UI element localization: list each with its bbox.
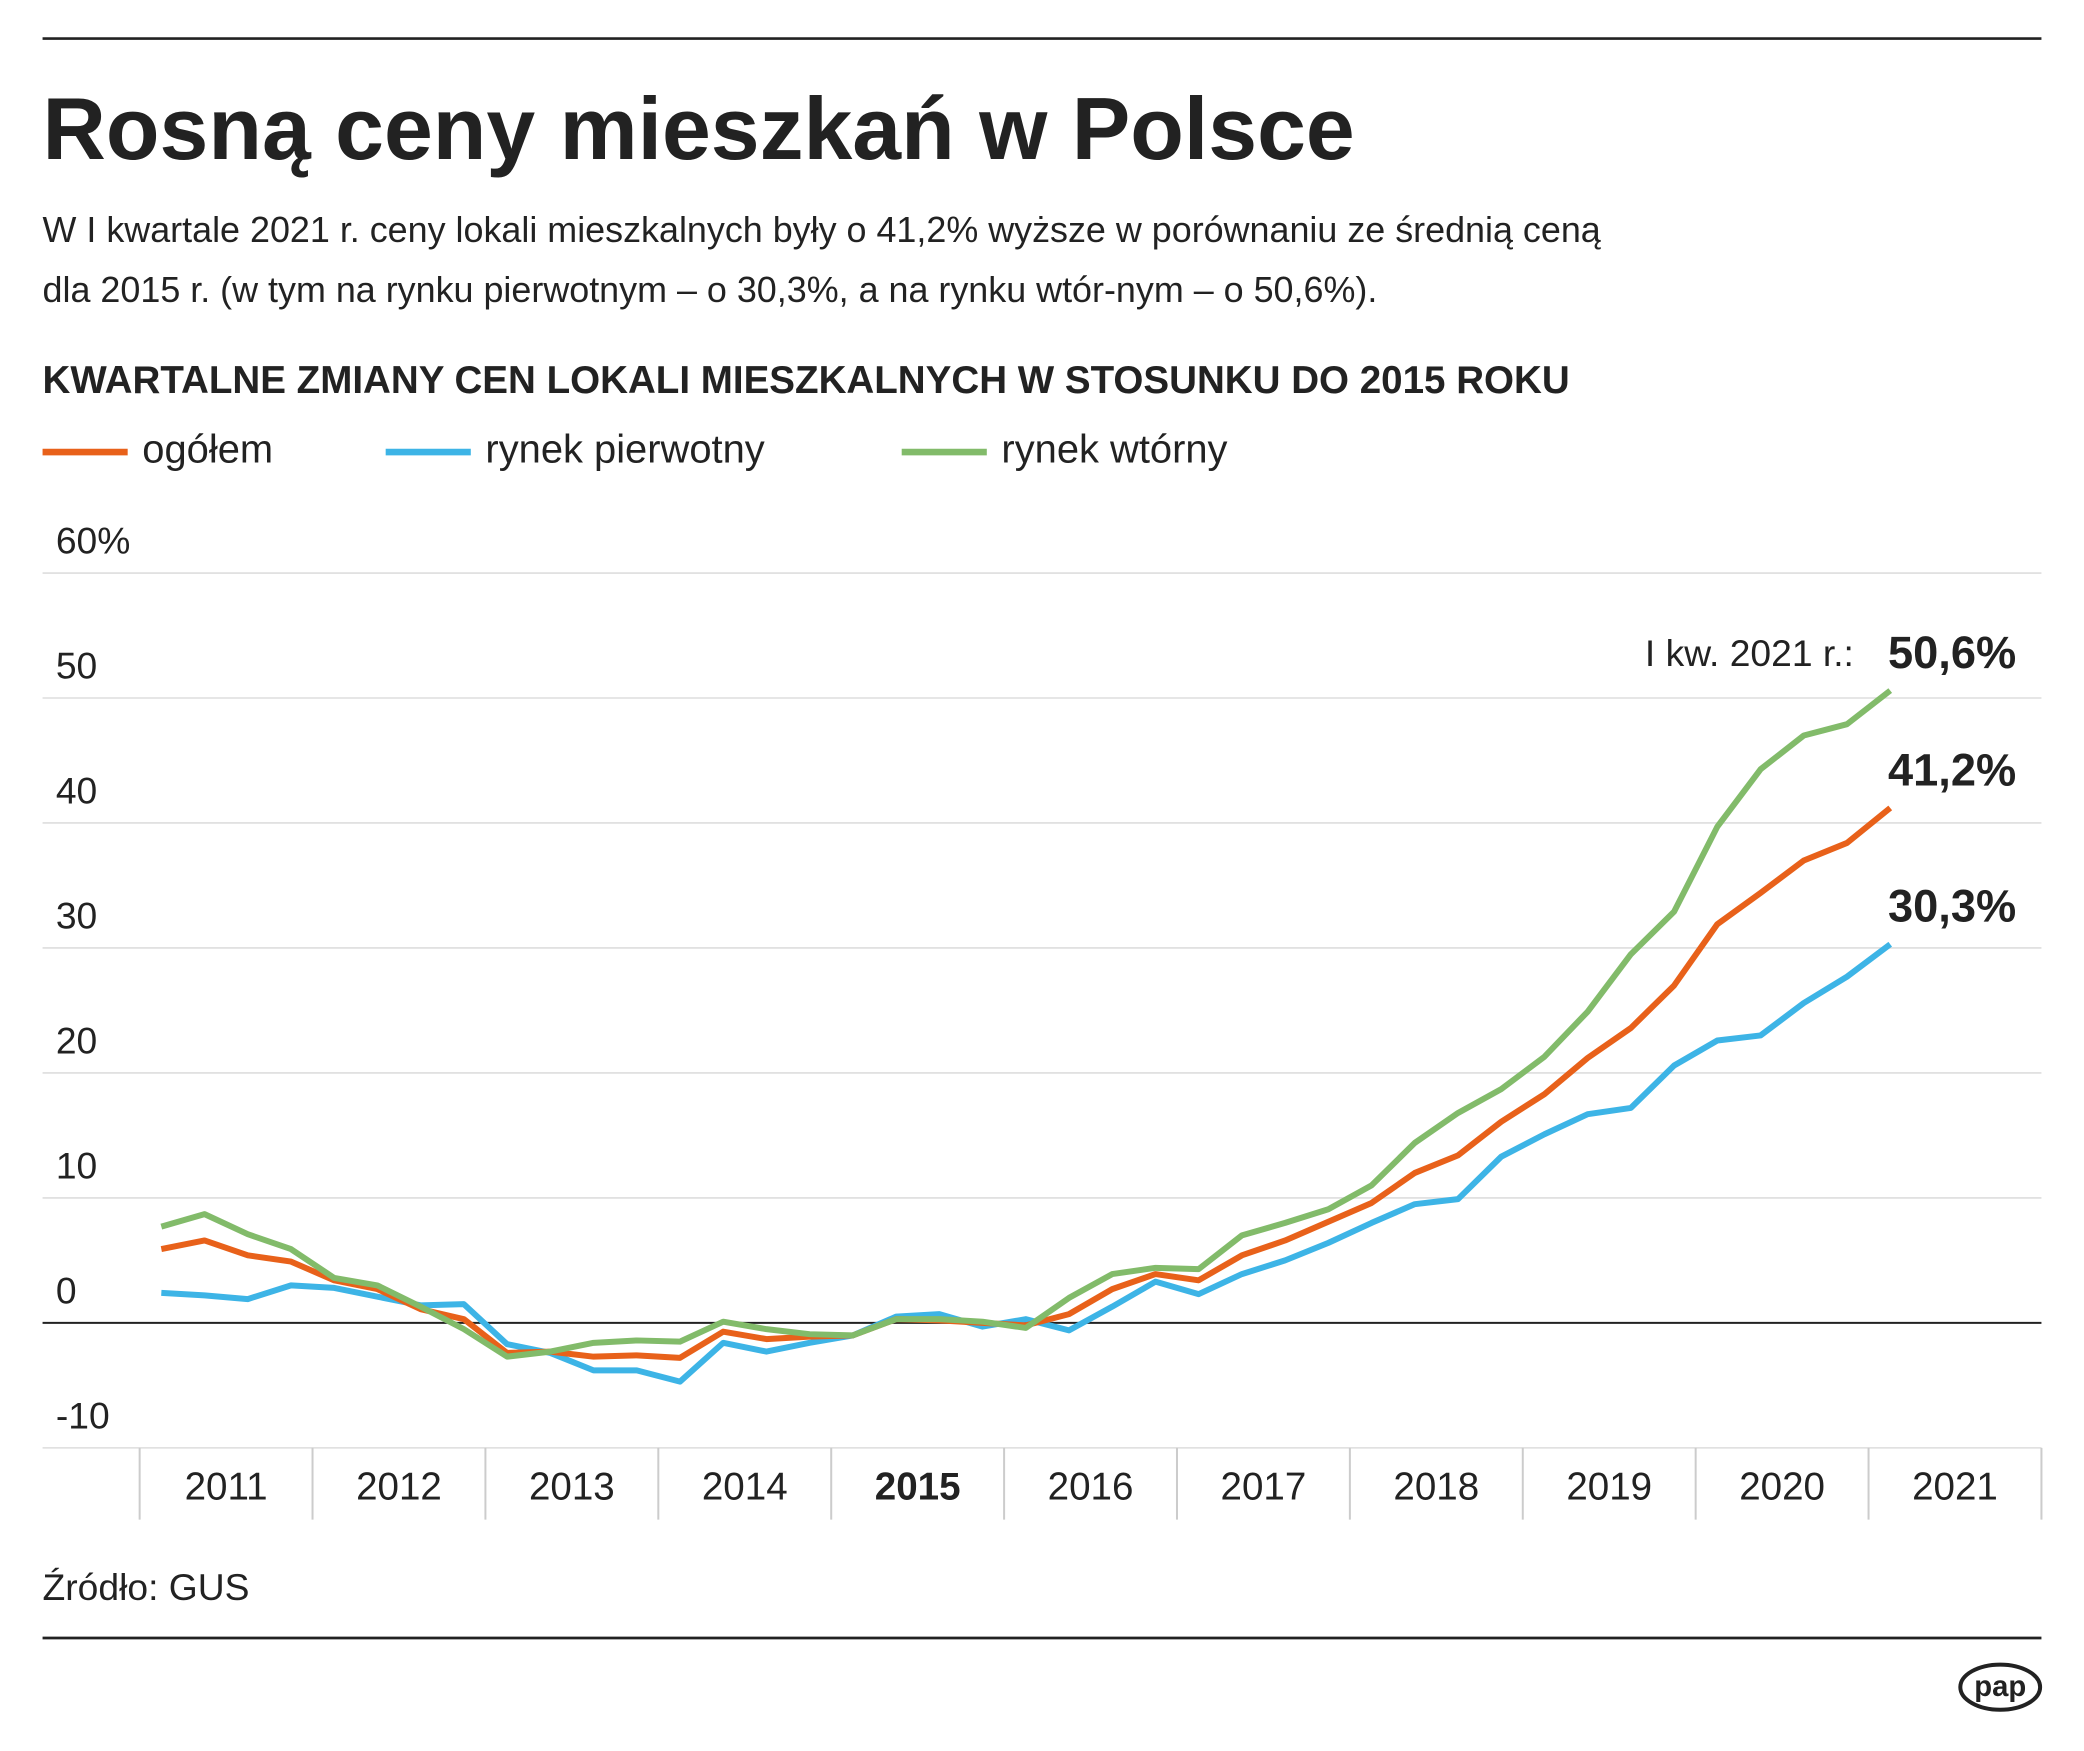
- legend-label: ogółem: [142, 428, 273, 472]
- end-label: 41,2%: [1888, 744, 2016, 795]
- x-tick-label: 2019: [1566, 1465, 1652, 1508]
- subtitle: W I kwartale 2021 r. ceny lokali mieszka…: [43, 210, 1601, 250]
- series-line: [160, 688, 1893, 1360]
- x-tick-label: 2011: [185, 1465, 268, 1508]
- legend-label: rynek wtórny: [1001, 428, 1227, 472]
- x-tick-label: 2014: [702, 1465, 788, 1508]
- y-tick-label: -10: [56, 1394, 110, 1436]
- y-tick-label: 40: [56, 770, 97, 812]
- y-tick-label: 30: [56, 895, 97, 937]
- title: Rosną ceny mieszkań w Polsce: [43, 80, 1355, 178]
- legend-label: rynek pierwotny: [485, 428, 764, 472]
- x-tick-label: 2017: [1221, 1465, 1307, 1508]
- x-tick-label: 2016: [1048, 1465, 1134, 1508]
- end-label: 50,6%: [1888, 627, 2016, 678]
- y-tick-label: 10: [56, 1144, 97, 1186]
- x-tick-label: 2012: [356, 1465, 442, 1508]
- x-tick-label: 2020: [1739, 1465, 1825, 1508]
- x-tick-label: 2018: [1393, 1465, 1479, 1508]
- y-tick-label: 50: [56, 645, 97, 687]
- end-label: 30,3%: [1888, 881, 2016, 932]
- x-tick-label: 2021: [1912, 1465, 1998, 1508]
- x-tick-label: 2015: [875, 1465, 961, 1508]
- subtitle: dla 2015 r. (w tym na rynku pierwotnym –…: [43, 270, 1378, 310]
- source: Źródło: GUS: [43, 1566, 250, 1608]
- logo: pap: [1974, 1671, 2026, 1703]
- annotation: I kw. 2021 r.:: [1645, 632, 1854, 674]
- y-tick-label: 0: [56, 1269, 77, 1311]
- y-tick-label: 60%: [56, 520, 131, 562]
- x-tick-label: 2013: [529, 1465, 615, 1508]
- series-line: [161, 941, 1893, 1385]
- logo-frame: [1958, 1662, 2043, 1712]
- series-line: [160, 805, 1893, 1361]
- y-tick-label: 20: [56, 1020, 97, 1062]
- chart-title: KWARTALNE ZMIANY CEN LOKALI MIESZKALNYCH…: [43, 359, 1570, 402]
